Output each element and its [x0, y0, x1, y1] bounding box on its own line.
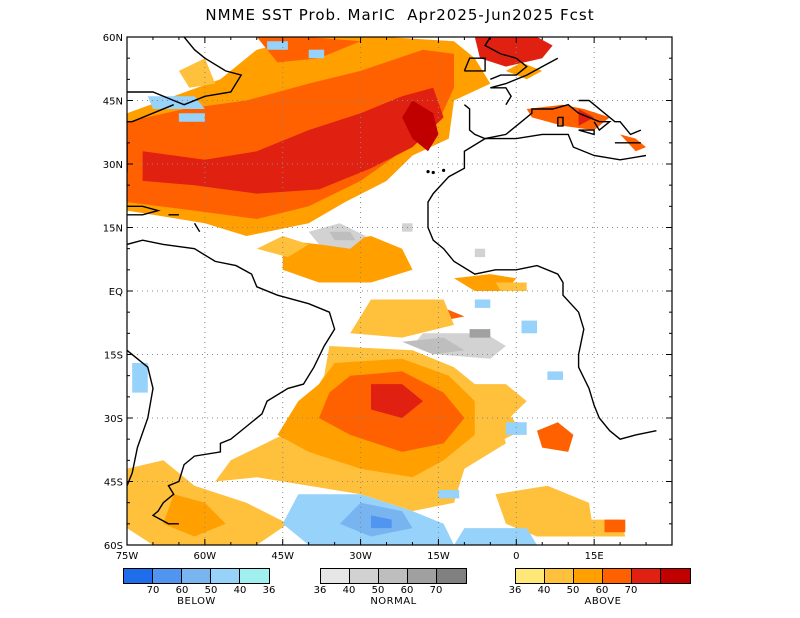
legend-below-tick: 40: [233, 585, 247, 596]
legend-normal-ticks: 36 40 50 60 70: [314, 584, 467, 596]
legend-normal-tick: 50: [371, 585, 385, 596]
legend-normal-tick: 70: [429, 585, 443, 596]
legend-above-swatch: [574, 569, 603, 583]
legend-above-swatch: [603, 569, 632, 583]
lon-label: 30W: [349, 551, 372, 562]
legend-above-tick: 70: [624, 585, 638, 596]
legend-above-tick: 60: [595, 585, 609, 596]
legend-normal-tick: 60: [400, 585, 414, 596]
legend-normal-swatch: [437, 569, 466, 583]
legend-above-swatches: [515, 568, 691, 584]
lat-label: 15N: [103, 224, 123, 235]
legend-below: 70 60 50 40 36 BELOW: [123, 568, 276, 607]
lon-label: 60W: [194, 551, 217, 562]
lon-label: 15E: [585, 551, 604, 562]
lon-label: 75W: [116, 551, 139, 562]
legend-below-swatch: [182, 569, 211, 583]
lat-label: 60N: [103, 33, 123, 44]
legend-below-swatch: [240, 569, 269, 583]
legend-above-swatch: [516, 569, 545, 583]
legend-normal-swatch: [350, 569, 379, 583]
axis-ticks: [126, 36, 673, 546]
latitude-labels: 60N 45N 30N 15N EQ 15S 30S 45S 60S: [103, 33, 123, 552]
legend-above-tick: 40: [537, 585, 551, 596]
legend-above-tick: 50: [566, 585, 580, 596]
legend-above-swatch: [632, 569, 661, 583]
lat-label: 60S: [104, 541, 123, 552]
legend-below-swatches: [123, 568, 270, 584]
probability-field: [127, 37, 646, 545]
legend-above-caption: ABOVE: [584, 596, 622, 607]
legend-above-ticks: 36 40 50 60 70: [509, 584, 691, 596]
lon-label: 15W: [427, 551, 450, 562]
legend-below-ticks: 70 60 50 40 36: [123, 584, 276, 596]
lat-label: 45N: [103, 97, 123, 108]
legend-below-tick: 60: [175, 585, 189, 596]
lat-label: 30N: [103, 160, 123, 171]
legend-normal-swatch: [321, 569, 350, 583]
legend-normal-swatch: [408, 569, 437, 583]
legend-above-swatch: [661, 569, 690, 583]
legend-below-caption: BELOW: [177, 596, 216, 607]
legend-below-swatch: [124, 569, 153, 583]
legend-above-tick: 36: [508, 585, 522, 596]
lon-label: 0: [513, 551, 519, 562]
legend-below-tick: 70: [146, 585, 160, 596]
legend-normal-tick: 40: [342, 585, 356, 596]
legend-below-swatch: [153, 569, 182, 583]
legend-below-tick: 36: [262, 585, 276, 596]
legend-normal-swatches: [320, 568, 467, 584]
legend-below-tick: 50: [204, 585, 218, 596]
lat-label: 30S: [104, 414, 123, 425]
lat-label: 45S: [104, 478, 123, 489]
legend-above-swatch: [545, 569, 574, 583]
graticule: [127, 37, 672, 545]
lat-label: EQ: [109, 287, 123, 298]
lat-label: 15S: [104, 351, 123, 362]
legend-normal-swatch: [379, 569, 408, 583]
longitude-labels: 75W 60W 45W 30W 15W 0 15E: [116, 551, 604, 562]
legend-normal-caption: NORMAL: [370, 596, 417, 607]
map-title: NMME SST Prob. MarIC Apr2025-Jun2025 Fcs…: [205, 6, 595, 24]
legend-normal-tick: 36: [313, 585, 327, 596]
legend-below-swatch: [211, 569, 240, 583]
legend-above: 36 40 50 60 70 ABOVE: [509, 568, 691, 607]
legend-normal: 36 40 50 60 70 NORMAL: [314, 568, 467, 607]
lon-label: 45W: [271, 551, 294, 562]
